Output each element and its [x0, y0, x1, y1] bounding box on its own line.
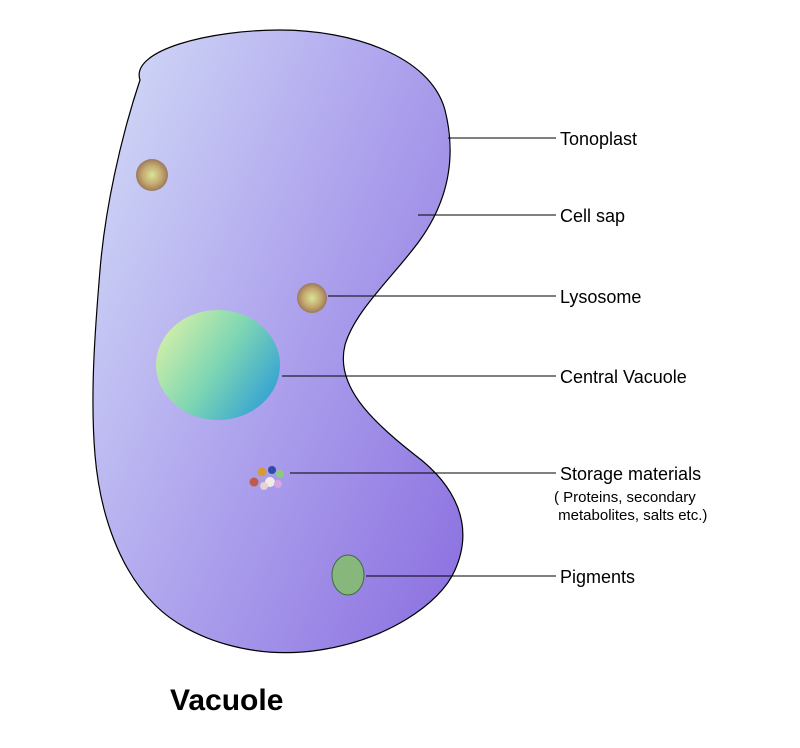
storage-dot [260, 482, 268, 490]
pigment-granule [332, 555, 364, 595]
storage-materials-label: Storage materials [560, 464, 701, 484]
lysosome-label: Lysosome [560, 287, 641, 307]
storage-dot [258, 468, 267, 477]
lysosome-upper [136, 159, 168, 191]
lysosome-right [297, 283, 327, 313]
central-vacuole-label: Central Vacuole [560, 367, 687, 387]
pigments-label: Pigments [560, 567, 635, 587]
central-vacuole [156, 310, 280, 420]
storage-dot [276, 470, 284, 478]
storage-dot [274, 480, 282, 488]
storage-dot [268, 466, 276, 474]
storage-materials-sublabel: ( Proteins, secondary metabolites, salts… [554, 489, 707, 524]
cell-sap-label: Cell sap [560, 206, 625, 226]
vacuole-body [93, 30, 463, 653]
diagram-title: Vacuole [170, 684, 283, 717]
tonoplast-label: Tonoplast [560, 129, 637, 149]
vacuole-diagram: Tonoplast Cell sap Lysosome Central Vacuole… [0, 0, 800, 748]
storage-dot [250, 478, 259, 487]
